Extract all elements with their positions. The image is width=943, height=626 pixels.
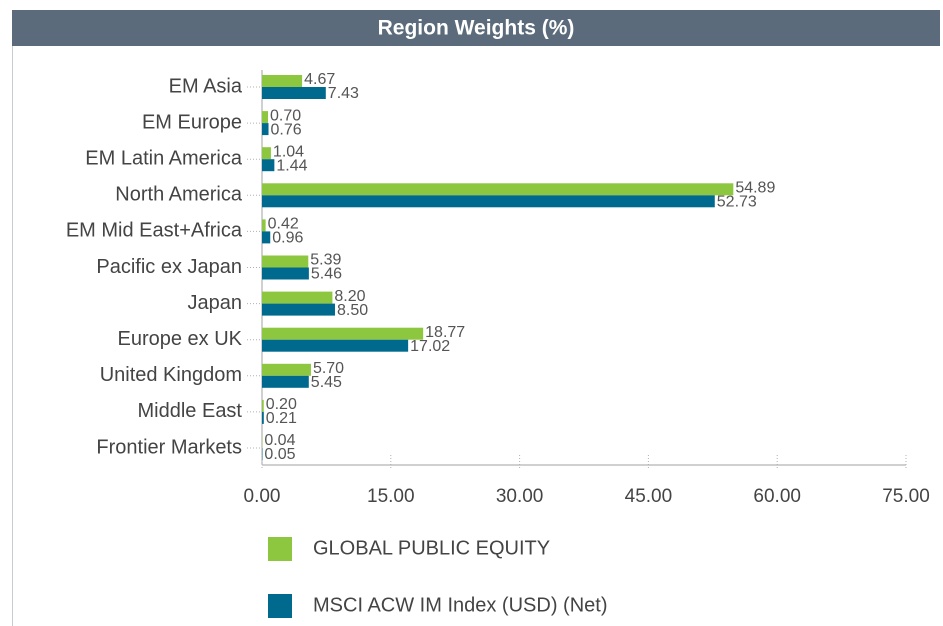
value-label: 5.39 bbox=[310, 252, 341, 269]
bar bbox=[262, 411, 264, 424]
y-tick-label: United Kingdom bbox=[100, 364, 242, 386]
value-label: 0.04 bbox=[264, 432, 295, 449]
x-tick-label: 45.00 bbox=[625, 486, 673, 507]
bar bbox=[262, 399, 264, 412]
chart-title: Region Weights (%) bbox=[378, 17, 575, 40]
value-label: 0.96 bbox=[272, 230, 303, 247]
value-label: 0.20 bbox=[266, 396, 297, 413]
y-tick-label: Japan bbox=[188, 292, 243, 314]
bar bbox=[262, 303, 335, 316]
bar bbox=[262, 87, 326, 99]
bar bbox=[262, 123, 269, 136]
bar bbox=[262, 195, 715, 208]
value-label: 1.44 bbox=[276, 157, 307, 174]
y-tick-label: EM Latin America bbox=[85, 147, 243, 169]
value-label: 0.70 bbox=[270, 107, 301, 124]
value-label: 17.02 bbox=[410, 338, 450, 355]
bar bbox=[262, 111, 269, 124]
x-tick-label: 0.00 bbox=[244, 486, 281, 507]
bar bbox=[262, 147, 271, 160]
value-label: 5.70 bbox=[313, 360, 344, 377]
value-label: 18.77 bbox=[425, 324, 465, 341]
value-label: 0.42 bbox=[268, 216, 299, 233]
value-label: 7.43 bbox=[328, 85, 359, 102]
bar bbox=[262, 231, 271, 244]
bar bbox=[262, 267, 309, 280]
value-label: 0.76 bbox=[271, 121, 302, 138]
bar bbox=[262, 291, 333, 304]
x-tick-label: 30.00 bbox=[496, 486, 544, 507]
value-label: 4.67 bbox=[304, 71, 335, 88]
value-label: 54.89 bbox=[735, 180, 775, 197]
title-bar bbox=[12, 10, 940, 46]
y-tick-label: EM Europe bbox=[142, 111, 242, 133]
x-tick-label: 15.00 bbox=[367, 486, 415, 507]
bar bbox=[262, 75, 303, 87]
y-tick-label: EM Asia bbox=[169, 75, 243, 97]
bar bbox=[262, 219, 266, 232]
bar bbox=[262, 159, 275, 172]
bar bbox=[262, 183, 734, 196]
legend-swatch bbox=[268, 594, 292, 618]
bar bbox=[262, 363, 311, 376]
value-label: 52.73 bbox=[717, 194, 757, 211]
bar bbox=[262, 339, 409, 352]
value-label: 0.05 bbox=[264, 446, 295, 463]
value-label: 1.04 bbox=[273, 143, 304, 160]
value-label: 5.46 bbox=[311, 266, 342, 283]
y-tick-label: Pacific ex Japan bbox=[96, 256, 242, 278]
value-label: 8.20 bbox=[334, 288, 365, 305]
legend-swatch bbox=[268, 537, 292, 561]
y-tick-label: Europe ex UK bbox=[117, 328, 242, 350]
bar bbox=[262, 327, 424, 340]
bar bbox=[262, 375, 309, 388]
y-tick-label: Middle East bbox=[138, 400, 243, 422]
legend-label: MSCI ACW IM Index (USD) (Net) bbox=[313, 594, 607, 616]
value-label: 8.50 bbox=[337, 302, 368, 319]
x-tick-label: 75.00 bbox=[882, 486, 930, 507]
value-label: 0.21 bbox=[266, 410, 297, 427]
x-tick-label: 60.00 bbox=[753, 486, 801, 507]
bar bbox=[262, 255, 309, 268]
y-tick-label: North America bbox=[115, 184, 243, 206]
value-label: 5.45 bbox=[311, 374, 342, 391]
y-tick-label: EM Mid East+Africa bbox=[66, 220, 243, 242]
legend-label: GLOBAL PUBLIC EQUITY bbox=[313, 537, 550, 559]
y-tick-label: Frontier Markets bbox=[96, 436, 242, 458]
